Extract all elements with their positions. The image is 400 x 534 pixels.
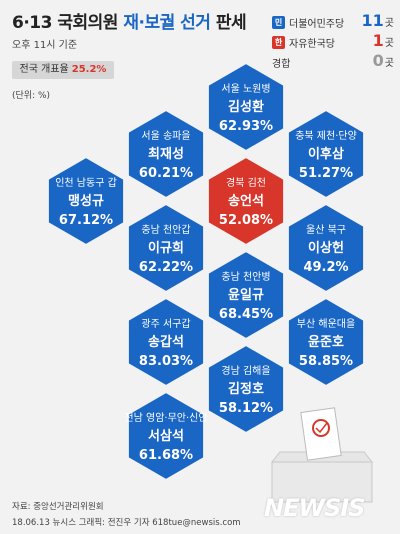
legend-item-democratic: 민 더불어민주당 11곳 bbox=[272, 11, 394, 31]
candidate-name: 송언석 bbox=[228, 193, 264, 209]
turnout-value: 25.2% bbox=[71, 64, 107, 75]
title-suffix: 판세 bbox=[210, 13, 247, 33]
candidate-name: 윤일규 bbox=[228, 288, 264, 303]
party-badge-liberty-korea: 한 bbox=[272, 36, 285, 49]
legend-count-value: 1 bbox=[372, 31, 384, 50]
vote-percent: 62.22% bbox=[139, 260, 193, 275]
district-name: 서울 노원병 bbox=[221, 83, 270, 95]
legend-seat-count: 1곳 bbox=[373, 31, 394, 50]
title-highlight: 재·보궐 선거 bbox=[123, 13, 211, 33]
legend-seat-count: 11곳 bbox=[362, 11, 394, 30]
district-name: 경남 김해을 bbox=[221, 364, 270, 377]
legend-count-value: 0 bbox=[372, 51, 384, 70]
turnout-badge: 전국 개표율 25.2% bbox=[12, 61, 114, 79]
timestamp: 오후 11시 기준 bbox=[12, 40, 78, 51]
candidate-name: 서삼석 bbox=[148, 428, 184, 444]
vote-percent: 61.68% bbox=[139, 448, 193, 463]
district-hex-shape bbox=[206, 61, 286, 153]
district-name: 충남 천안갑 bbox=[141, 224, 190, 236]
district-name: 서울 송파을 bbox=[141, 130, 190, 142]
legend-count-unit: 곳 bbox=[384, 18, 394, 29]
vote-percent: 51.27% bbox=[299, 166, 353, 181]
district-name: 광주 서구갑 bbox=[141, 318, 190, 330]
newsis-logo: NEWSIS bbox=[264, 494, 365, 522]
legend-count-unit: 곳 bbox=[384, 38, 394, 49]
district-hex-shape bbox=[126, 296, 206, 388]
legend-party-name: 자유한국당 bbox=[289, 39, 335, 50]
party-badge-democratic: 민 bbox=[272, 16, 285, 29]
vote-percent: 49.2% bbox=[303, 260, 348, 275]
legend-count-unit: 곳 bbox=[384, 58, 394, 69]
district-hex-shape bbox=[206, 343, 286, 435]
legend-item-contested: 경합 0곳 bbox=[272, 51, 394, 71]
district-hex-shape bbox=[206, 155, 286, 247]
district-name: 충북 제천·단양 bbox=[295, 130, 357, 142]
district-name: 충남 천안병 bbox=[221, 271, 270, 283]
ballot-box-icon bbox=[270, 407, 374, 503]
vote-percent: 60.21% bbox=[139, 166, 193, 181]
unit-note: (단위: %) bbox=[12, 91, 51, 101]
legend: 민 더불어민주당 11곳 한 자유한국당 1곳 경합 0곳 bbox=[272, 11, 394, 74]
legend-count-value: 11 bbox=[361, 11, 384, 30]
legend-party-name: 경합 bbox=[272, 59, 291, 70]
district-hex-shape bbox=[126, 108, 206, 200]
candidate-name: 이후삼 bbox=[308, 146, 344, 162]
title-prefix: 6·13 국회의원 bbox=[12, 13, 124, 33]
district-name: 경북 김천 bbox=[226, 176, 266, 189]
source-note: 자료: 중앙선거관리위원회 bbox=[12, 502, 104, 512]
district-name: 전남 영암·무안·신안 bbox=[124, 412, 207, 424]
vote-percent: 68.45% bbox=[219, 307, 273, 322]
candidate-name: 이규희 bbox=[148, 240, 184, 256]
district-hex-shape bbox=[126, 202, 206, 294]
legend-item-liberty-korea: 한 자유한국당 1곳 bbox=[272, 31, 394, 51]
vote-percent: 83.03% bbox=[139, 354, 193, 369]
candidate-name: 이상헌 bbox=[308, 240, 344, 256]
district-hex-shape bbox=[286, 202, 366, 294]
district-name: 울산 북구 bbox=[306, 224, 346, 236]
district-name: 인천 남동구 갑 bbox=[55, 177, 117, 189]
legend-party-name: 더불어민주당 bbox=[289, 19, 345, 30]
candidate-name: 윤준호 bbox=[308, 335, 344, 350]
district-name: 부산 해운대을 bbox=[297, 317, 355, 330]
district-hex-shape bbox=[206, 249, 286, 341]
legend-seat-count: 0곳 bbox=[373, 51, 394, 70]
candidate-name: 맹성규 bbox=[68, 193, 104, 209]
turnout-label: 전국 개표율 bbox=[19, 64, 69, 75]
vote-percent: 52.08% bbox=[219, 213, 273, 228]
district-hex-shape bbox=[286, 108, 366, 200]
candidate-name: 송갑석 bbox=[148, 334, 184, 350]
district-hex-shape bbox=[286, 296, 366, 388]
candidate-name: 김성환 bbox=[228, 99, 264, 115]
vote-percent: 58.12% bbox=[219, 401, 273, 416]
district-hex-shape bbox=[46, 155, 126, 247]
credit-note: 18.06.13 뉴시스 그래픽: 전진우 기자 618tue@newsis.c… bbox=[12, 518, 241, 528]
district-hex-shape bbox=[126, 390, 206, 482]
candidate-name: 최재성 bbox=[148, 147, 184, 162]
vote-percent: 58.85% bbox=[299, 354, 353, 369]
candidate-name: 김정호 bbox=[228, 381, 264, 397]
vote-percent: 67.12% bbox=[59, 213, 113, 228]
page-title: 6·13 국회의원 재·보궐 선거 판세 bbox=[12, 8, 247, 33]
vote-percent: 62.93% bbox=[219, 119, 273, 134]
